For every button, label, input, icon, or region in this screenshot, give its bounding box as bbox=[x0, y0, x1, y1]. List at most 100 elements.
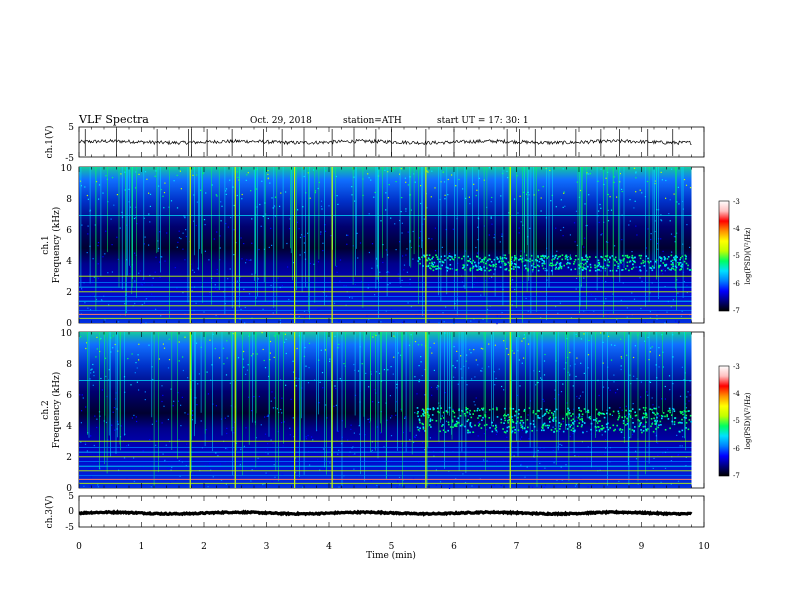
spec1-speckle bbox=[573, 222, 576, 224]
spec2-emission bbox=[597, 426, 599, 428]
spec2-speckle bbox=[261, 332, 263, 334]
spec2-speckle bbox=[444, 392, 446, 394]
spec1-speckle bbox=[368, 177, 370, 179]
spec2-emission bbox=[685, 417, 687, 419]
spec1-speckle bbox=[601, 233, 603, 235]
spec2-emission bbox=[598, 429, 601, 431]
spec1-speckle bbox=[409, 194, 411, 196]
spec1-emission bbox=[559, 264, 561, 267]
spec2-speckle bbox=[252, 353, 254, 355]
spec2-emission bbox=[508, 419, 511, 421]
spec1-emission bbox=[640, 262, 643, 265]
spec2-speckle bbox=[452, 365, 454, 367]
spec2-emission bbox=[416, 407, 419, 409]
spec1-emission bbox=[426, 259, 429, 262]
spec2-speckle bbox=[318, 402, 320, 404]
spec2-emission bbox=[627, 420, 630, 423]
spec2-speckle bbox=[424, 394, 426, 396]
spec1-speckle bbox=[445, 306, 447, 308]
spec1-speckle bbox=[613, 181, 615, 183]
spec1-emission bbox=[499, 258, 502, 260]
spec1-speckle bbox=[92, 258, 94, 260]
spec1-emission bbox=[461, 267, 464, 270]
spec2-emission bbox=[515, 410, 518, 413]
spec1-speckle bbox=[374, 294, 376, 296]
spec1-emission bbox=[680, 257, 682, 259]
spec1-speckle bbox=[302, 206, 304, 208]
spec2-speckle bbox=[689, 380, 691, 382]
spec2-speckle bbox=[474, 404, 476, 406]
spec1-speckle bbox=[619, 173, 621, 175]
spec2-emission bbox=[541, 427, 544, 430]
spec2-emission bbox=[448, 406, 451, 409]
spec2-speckle bbox=[359, 433, 361, 435]
spec2-speckle bbox=[329, 468, 331, 470]
spec1-emission bbox=[612, 269, 614, 272]
spec1-emission bbox=[642, 262, 645, 264]
spec1-emission bbox=[555, 263, 557, 266]
spec2-emission bbox=[469, 422, 472, 424]
spec1-emission bbox=[484, 256, 487, 259]
spec1-speckle bbox=[628, 304, 630, 306]
spec2-emission bbox=[445, 410, 448, 412]
spec1-speckle bbox=[219, 259, 221, 261]
spec2-speckle bbox=[471, 378, 473, 380]
spec2-speckle bbox=[601, 434, 603, 436]
spec1-speckle bbox=[664, 270, 666, 272]
spec1-emission bbox=[566, 261, 569, 264]
spec1-emission bbox=[476, 255, 478, 258]
spec1-emission bbox=[564, 258, 567, 260]
spec2-speckle bbox=[163, 347, 166, 349]
spec2-emission bbox=[603, 416, 606, 419]
spec2-emission bbox=[528, 407, 531, 409]
spec2-emission bbox=[459, 425, 462, 427]
spec2-speckle bbox=[620, 356, 622, 358]
spec1-emission bbox=[531, 259, 534, 262]
spec2-emission bbox=[502, 428, 504, 430]
ch1-spectrogram-ylabel-freq: Frequency (kHz) bbox=[51, 207, 62, 284]
spec2-speckle bbox=[402, 479, 404, 481]
ch2-cb-tick-m7: -7 bbox=[733, 472, 740, 480]
spec1-emission bbox=[521, 257, 524, 260]
spec1-speckle bbox=[135, 217, 137, 219]
spec2-speckle bbox=[580, 338, 582, 340]
ch2-ytick-2: 2 bbox=[66, 453, 72, 463]
spec1-speckle bbox=[607, 241, 609, 243]
spec1-speckle bbox=[404, 177, 406, 179]
spec2-emission bbox=[600, 412, 603, 415]
spec1-speckle bbox=[87, 307, 89, 309]
spec1-speckle bbox=[245, 179, 247, 181]
spec1-speckle bbox=[301, 234, 303, 236]
spec2-speckle bbox=[169, 481, 171, 484]
spec2-emission bbox=[572, 422, 574, 424]
spec1-speckle bbox=[380, 277, 382, 279]
spec2-emission bbox=[645, 413, 648, 415]
spec2-emission bbox=[618, 415, 621, 417]
spec1-speckle bbox=[233, 254, 235, 256]
spec1-speckle bbox=[246, 174, 248, 176]
spec1-speckle bbox=[351, 186, 353, 188]
spec1-emission bbox=[645, 255, 647, 257]
spec1-speckle bbox=[438, 257, 440, 260]
spec1-speckle bbox=[644, 322, 646, 324]
spec1-emission bbox=[524, 259, 527, 261]
spec2-speckle bbox=[519, 385, 521, 387]
spec2-emission bbox=[537, 415, 539, 417]
spec1-speckle bbox=[649, 317, 652, 319]
spec1-speckle bbox=[159, 231, 161, 233]
spec2-emission bbox=[466, 408, 469, 410]
spec2-speckle bbox=[114, 398, 117, 400]
spec2-speckle bbox=[460, 355, 462, 357]
spec2-speckle bbox=[302, 486, 304, 488]
spec2-emission bbox=[653, 412, 655, 414]
spec1-speckle bbox=[438, 322, 440, 324]
spec2-speckle bbox=[539, 447, 541, 449]
spec2-emission bbox=[651, 423, 653, 425]
spec1-emission bbox=[685, 255, 687, 258]
spec2-speckle bbox=[687, 391, 689, 393]
spec1-emission bbox=[596, 269, 599, 271]
spec1-speckle bbox=[635, 225, 637, 227]
spec1-speckle bbox=[431, 238, 433, 240]
spec1-emission bbox=[436, 256, 438, 258]
spec1-speckle bbox=[439, 198, 441, 201]
